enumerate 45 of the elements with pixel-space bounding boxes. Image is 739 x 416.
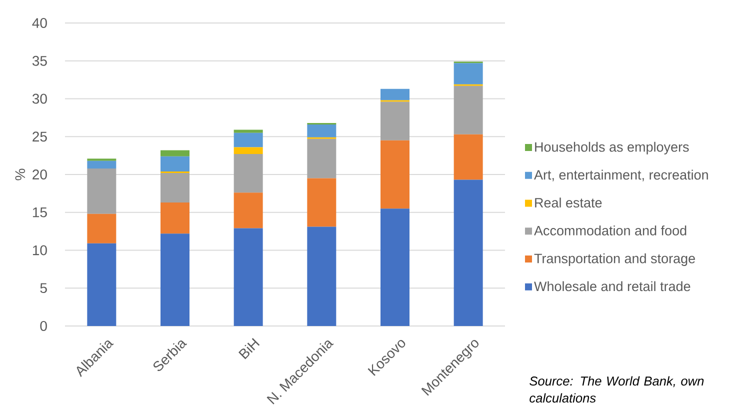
bar <box>380 88 410 100</box>
legend-label: Real estate <box>535 198 602 208</box>
bar <box>454 63 483 84</box>
source-note: Source: The World Bank, own calculations <box>530 376 704 403</box>
legend-label: Art, entertainment, recreation <box>534 170 708 182</box>
bar <box>87 160 116 168</box>
bar <box>307 178 336 227</box>
bar <box>160 172 190 203</box>
legend-label: Transportation and storage <box>534 253 695 266</box>
y-tick-label: 10 <box>32 245 47 256</box>
y-tick-label: 40 <box>32 18 47 28</box>
y-tick-label: 20 <box>32 170 47 180</box>
bar <box>234 132 263 148</box>
bar <box>454 134 483 180</box>
legend-label: Households as employers <box>535 142 689 154</box>
bar <box>307 226 336 326</box>
y-tick-label: 5 <box>40 283 47 294</box>
y-tick-label: 15 <box>32 208 47 218</box>
bar <box>160 202 190 234</box>
bar <box>380 102 410 140</box>
y-tick-label: 0 <box>40 321 47 331</box>
legend-label: Accommodation and food <box>534 225 686 236</box>
bar <box>160 150 190 156</box>
bar <box>234 228 263 326</box>
bar <box>307 124 336 138</box>
y-axis-title: % <box>15 168 26 180</box>
bar <box>160 234 190 326</box>
bar <box>87 214 116 244</box>
bar <box>454 180 483 326</box>
x-tick-label: BiH <box>238 338 260 360</box>
y-tick-label: 30 <box>32 94 47 104</box>
bar <box>380 140 410 209</box>
y-tick-label: 35 <box>32 56 47 66</box>
bar <box>160 156 190 172</box>
bar <box>87 168 116 214</box>
legend-label: Wholesale and retail trade <box>534 281 690 292</box>
bar <box>454 86 483 134</box>
y-tick-label: 25 <box>32 132 47 142</box>
bar <box>307 138 336 178</box>
bar <box>234 192 263 228</box>
bar <box>87 243 116 326</box>
bar <box>380 208 410 326</box>
bar <box>234 147 263 154</box>
bar <box>234 130 263 133</box>
bar <box>234 154 263 193</box>
